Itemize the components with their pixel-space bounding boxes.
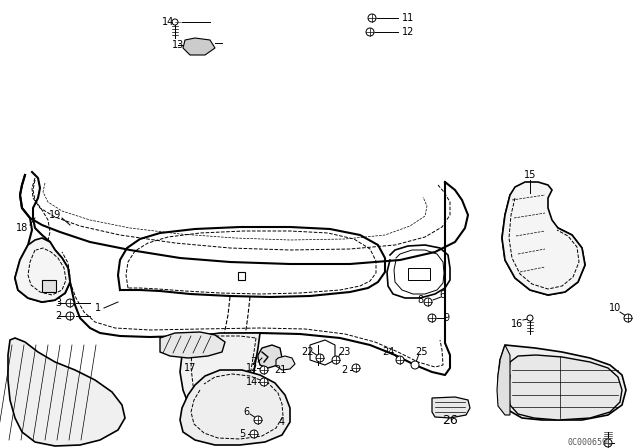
Circle shape [604,439,612,447]
Circle shape [66,299,74,307]
Circle shape [332,356,340,364]
Text: 1: 1 [95,303,101,313]
Text: 23: 23 [338,347,350,357]
Text: 8: 8 [417,295,423,305]
Polygon shape [432,397,470,418]
Polygon shape [310,340,335,365]
Text: 13: 13 [172,40,184,50]
Circle shape [352,364,360,372]
Text: 7: 7 [250,357,256,367]
Text: 2: 2 [341,365,347,375]
Circle shape [368,14,376,22]
Polygon shape [498,345,626,420]
Text: 10: 10 [609,303,621,313]
Circle shape [428,314,436,322]
Polygon shape [183,38,215,55]
Polygon shape [160,332,225,358]
Circle shape [260,378,268,386]
Text: 16: 16 [511,319,523,329]
Text: 14: 14 [162,17,174,27]
Polygon shape [15,238,70,302]
Text: 12: 12 [402,27,414,37]
Polygon shape [408,268,430,280]
Circle shape [260,366,268,374]
Circle shape [366,28,374,36]
Text: 3: 3 [55,298,61,308]
Circle shape [250,430,258,438]
Text: 5: 5 [239,429,245,439]
Polygon shape [238,272,245,280]
Polygon shape [180,333,260,432]
Polygon shape [276,356,295,370]
Text: 25: 25 [416,347,428,357]
Text: 22: 22 [301,347,314,357]
Text: 0C000659C: 0C000659C [568,438,612,447]
Text: 19: 19 [49,210,61,220]
Polygon shape [42,280,56,292]
Circle shape [424,298,432,306]
Text: 6: 6 [243,407,249,417]
Text: 24: 24 [382,347,394,357]
Text: 11: 11 [402,13,414,23]
Text: 17: 17 [184,363,196,373]
Text: 18: 18 [16,223,28,233]
Circle shape [411,361,419,369]
Circle shape [66,312,74,320]
Text: 26: 26 [442,414,458,426]
Text: 2: 2 [55,311,61,321]
Circle shape [254,416,262,424]
Text: 12: 12 [246,363,258,373]
Circle shape [527,315,533,321]
Circle shape [172,19,178,25]
Circle shape [396,356,404,364]
Polygon shape [258,345,282,368]
Text: 6: 6 [439,290,445,300]
Text: 21: 21 [274,365,286,375]
Text: 14: 14 [246,377,258,387]
Circle shape [624,314,632,322]
Polygon shape [502,182,585,295]
Text: —: — [175,19,182,25]
Polygon shape [8,338,125,446]
Polygon shape [508,355,622,420]
Text: 15: 15 [524,170,536,180]
Polygon shape [180,370,290,445]
Text: 9: 9 [443,313,449,323]
Circle shape [316,354,324,362]
Polygon shape [497,345,510,415]
Text: 4: 4 [279,417,285,427]
